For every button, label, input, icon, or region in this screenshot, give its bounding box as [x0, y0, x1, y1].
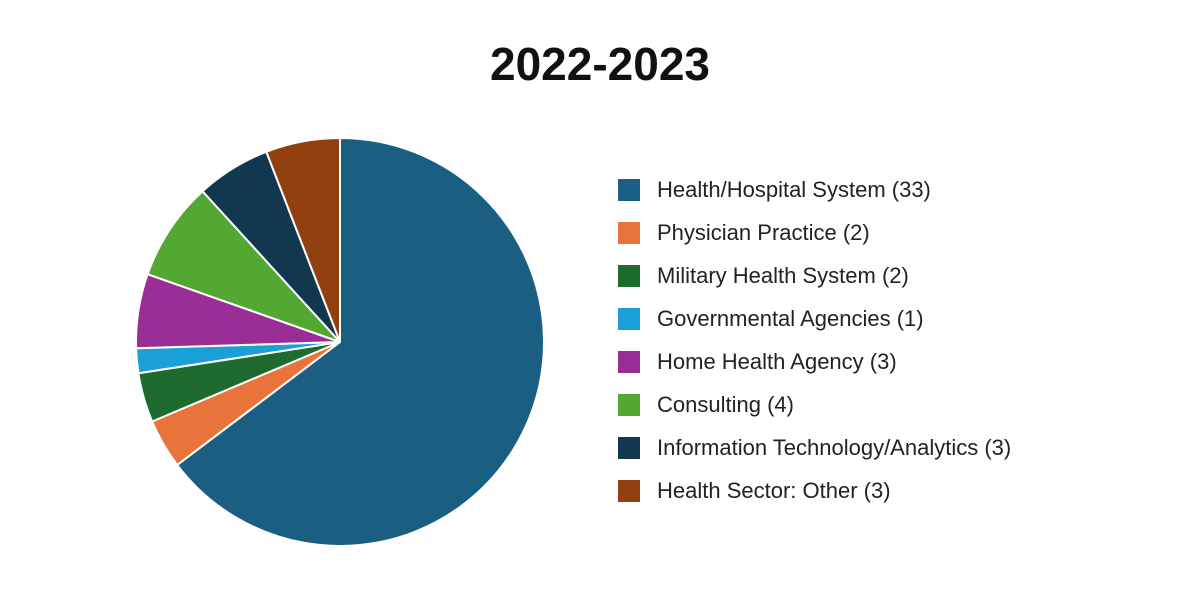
legend-label: Governmental Agencies (1)	[657, 306, 924, 331]
chart-title: 2022-2023	[490, 38, 710, 90]
legend-label: Health/Hospital System (33)	[657, 177, 931, 202]
legend-label: Home Health Agency (3)	[657, 349, 897, 374]
legend-swatch	[618, 222, 640, 244]
pie-slice	[265, 137, 341, 343]
legend-label: Military Health System (2)	[657, 263, 909, 288]
pie-slice	[176, 137, 545, 547]
legend-swatch	[618, 437, 640, 459]
legend-label: Consulting (4)	[657, 392, 794, 417]
legend-label: Health Sector: Other (3)	[657, 478, 891, 503]
legend-label: Information Technology/Analytics (3)	[657, 435, 1011, 460]
legend-swatch	[618, 179, 640, 201]
legend-swatch	[618, 394, 640, 416]
legend-label: Physician Practice (2)	[657, 220, 870, 245]
legend-swatch	[618, 480, 640, 502]
pie-slice	[146, 190, 341, 343]
legend-swatch	[618, 308, 640, 330]
legend-swatch	[618, 351, 640, 373]
legend-swatch	[618, 265, 640, 287]
